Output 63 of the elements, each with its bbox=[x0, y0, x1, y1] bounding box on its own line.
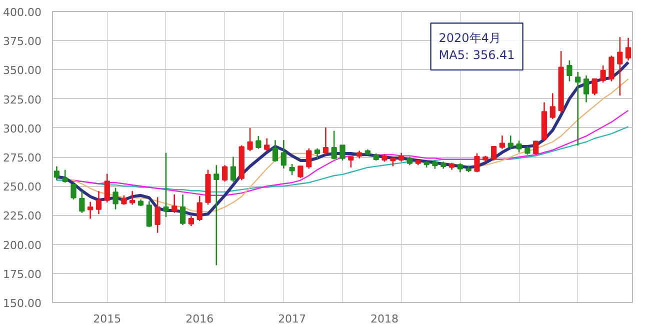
candlestick bbox=[222, 164, 228, 182]
candlestick bbox=[600, 64, 606, 84]
y-tick-label: 375.00 bbox=[3, 35, 42, 48]
candlestick bbox=[180, 194, 186, 226]
candlestick bbox=[306, 148, 312, 170]
candlestick bbox=[163, 152, 169, 218]
candlestick bbox=[516, 140, 522, 153]
candlestick bbox=[62, 169, 68, 184]
candlestick bbox=[314, 148, 320, 160]
candlestick bbox=[533, 140, 539, 156]
candlestick bbox=[256, 135, 262, 150]
candlestick bbox=[625, 37, 632, 62]
candlestick bbox=[146, 200, 152, 228]
candlestick bbox=[247, 127, 253, 152]
candlestick bbox=[79, 190, 85, 214]
y-tick-label: 200.00 bbox=[3, 238, 42, 252]
candlestick bbox=[289, 163, 295, 176]
candlestick bbox=[348, 156, 354, 168]
y-tick-label: 250.00 bbox=[3, 180, 42, 194]
candlestick bbox=[550, 92, 556, 120]
candlestick bbox=[617, 36, 623, 96]
y-tick-label: 150.00 bbox=[3, 297, 42, 310]
candlestick bbox=[214, 164, 220, 266]
candlestick bbox=[583, 74, 590, 103]
y-tick-label: 325.00 bbox=[3, 93, 42, 106]
x-tick-label: 2016 bbox=[186, 312, 214, 325]
candlestick bbox=[54, 166, 60, 181]
candlestick bbox=[112, 187, 118, 210]
candlestick bbox=[575, 71, 581, 146]
candlestick bbox=[566, 60, 572, 82]
candlestick bbox=[608, 55, 614, 82]
y-tick-label: 400.00 bbox=[3, 6, 42, 19]
candlestick bbox=[331, 130, 337, 160]
y-tick-label: 350.00 bbox=[3, 64, 42, 78]
x-tick-label: 2015 bbox=[93, 312, 122, 325]
candlestick bbox=[172, 194, 178, 214]
candlestick bbox=[196, 195, 202, 222]
y-tick-label: 175.00 bbox=[3, 268, 42, 281]
x-tick-label: 2018 bbox=[370, 312, 399, 325]
y-tick-label: 225.00 bbox=[3, 210, 42, 223]
candlestick bbox=[88, 201, 94, 220]
candlestick bbox=[154, 196, 160, 234]
y-tick-label: 275.00 bbox=[3, 152, 42, 164]
annotation: 2020年4月 MA5: 356.41 bbox=[438, 31, 515, 62]
y-tick-label: 300.00 bbox=[3, 122, 42, 136]
candlestick bbox=[272, 139, 278, 162]
candlestick bbox=[508, 134, 514, 150]
candlestick bbox=[96, 190, 102, 215]
candlestick bbox=[188, 215, 194, 227]
candlestick bbox=[474, 152, 480, 173]
candlestick bbox=[230, 156, 236, 182]
candlestick bbox=[340, 144, 346, 162]
candlestick bbox=[592, 78, 598, 96]
candlestick bbox=[70, 183, 76, 200]
candlestick bbox=[264, 138, 270, 152]
candlestick bbox=[322, 126, 328, 156]
candlestick bbox=[104, 173, 110, 204]
candlestick bbox=[280, 139, 286, 170]
candlestick bbox=[130, 190, 136, 206]
candlestick bbox=[490, 146, 497, 162]
candlestick bbox=[298, 165, 304, 179]
x-tick-label: 2017 bbox=[278, 312, 306, 325]
candlestick bbox=[499, 134, 506, 150]
